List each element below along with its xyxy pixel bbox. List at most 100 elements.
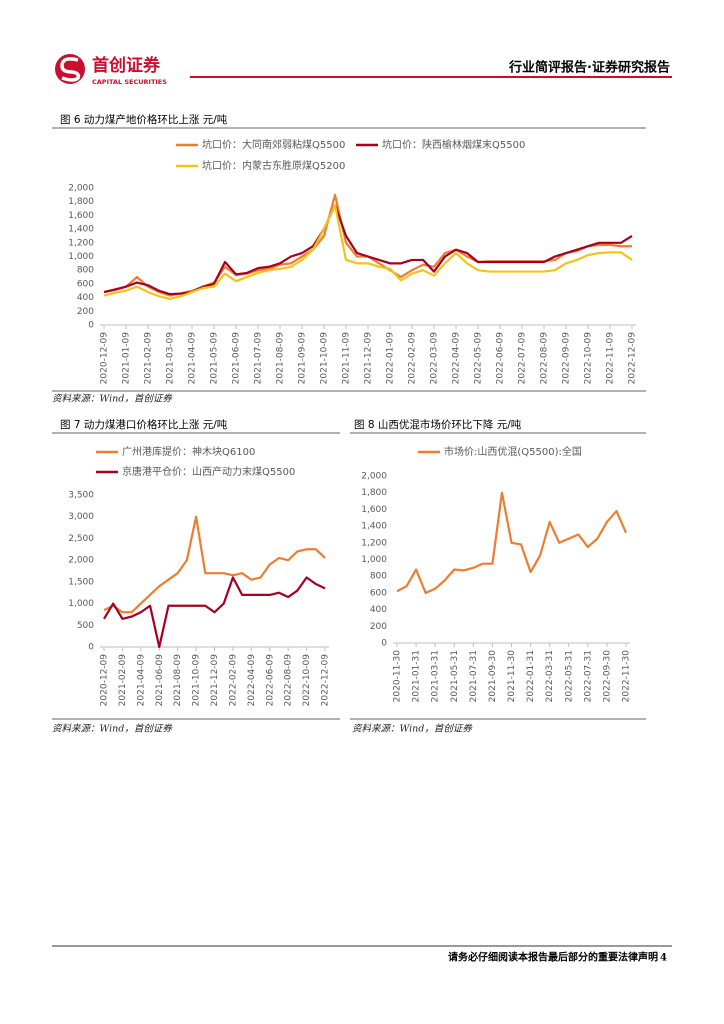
y-tick-label: 1,800 [361, 488, 387, 498]
legend-label: 京唐港平仓价：山西产动力末煤Q5500 [122, 465, 295, 478]
x-tick-label: 2021-07-31 [469, 650, 479, 702]
y-tick-label: 1,200 [68, 238, 94, 248]
x-tick-label: 2022-09-09 [562, 332, 572, 385]
x-tick-label: 2022-08-09 [540, 332, 550, 385]
legend-label: 坑口价：陕西榆林烟煤末Q5500 [382, 138, 525, 151]
series-line [103, 515, 326, 614]
figure-source: 资料来源：Wind，首创证券 [352, 723, 473, 735]
series-line [103, 576, 326, 649]
x-tick-label: 2021-03-09 [166, 332, 176, 385]
x-tick-label: 2022-01-09 [386, 332, 396, 385]
x-tick-label: 2022-03-09 [430, 332, 440, 385]
x-tick-label: 2022-04-09 [452, 332, 462, 385]
x-tick-label: 2021-09-30 [488, 650, 498, 703]
x-tick-label: 2021-11-30 [507, 650, 517, 703]
y-tick-label: 2,500 [68, 534, 94, 544]
y-tick-label: 2,000 [361, 472, 387, 482]
x-tick-label: 2021-07-09 [254, 332, 264, 385]
x-tick-label: 2021-12-09 [364, 332, 374, 385]
x-tick-label: 2021-10-09 [320, 332, 330, 385]
legend-label: 市场价:山西优混(Q5500):全国 [444, 445, 582, 458]
y-tick-label: 400 [370, 605, 387, 615]
x-tick-label: 2022-12-09 [628, 332, 638, 385]
x-tick-label: 2021-11-09 [342, 332, 352, 385]
figure-title: 图 7 动力煤港口价格环比上涨 元/吨 [60, 418, 228, 431]
y-tick-label: 200 [370, 622, 387, 632]
y-tick-label: 1,500 [68, 577, 94, 587]
y-tick-label: 400 [77, 293, 94, 303]
x-tick-label: 2022-05-09 [474, 332, 484, 385]
y-tick-label: 0 [88, 643, 94, 653]
y-tick-label: 800 [77, 266, 94, 276]
x-tick-label: 2022-09-30 [602, 650, 612, 703]
y-tick-label: 1,400 [361, 522, 387, 532]
y-tick-label: 1,200 [361, 538, 387, 548]
y-tick-label: 200 [77, 307, 94, 317]
x-tick-label: 2022-06-09 [265, 654, 275, 707]
x-tick-label: 2021-06-09 [155, 654, 165, 707]
y-tick-label: 0 [88, 321, 94, 331]
y-tick-label: 1,000 [68, 252, 94, 262]
x-tick-label: 2020-12-09 [100, 654, 110, 707]
x-tick-label: 2022-11-30 [622, 650, 632, 703]
y-tick-label: 2,000 [68, 184, 94, 194]
x-tick-label: 2020-12-09 [100, 332, 110, 385]
x-tick-label: 2021-10-09 [192, 654, 202, 707]
y-tick-label: 1,600 [68, 211, 94, 221]
x-tick-label: 2022-10-09 [302, 654, 312, 707]
y-tick-label: 600 [77, 279, 94, 289]
x-tick-label: 2021-01-31 [412, 650, 422, 702]
legend-label: 坑口价：大同南郊弱粘煤Q5500 [202, 138, 345, 151]
y-tick-label: 3,000 [68, 512, 94, 522]
brand-en: CAPITAL SECURITIES [92, 78, 167, 86]
series-line [103, 204, 633, 301]
report-type: 行业简评报告·证券研究报告 [508, 60, 670, 76]
x-tick-label: 2022-12-09 [321, 654, 331, 707]
page-number: 4 [660, 953, 667, 964]
x-tick-label: 2022-04-09 [247, 654, 257, 707]
x-tick-label: 2022-06-09 [496, 332, 506, 385]
x-tick-label: 2021-04-09 [188, 332, 198, 385]
x-tick-label: 2022-08-09 [284, 654, 294, 707]
logo [55, 54, 85, 84]
y-tick-label: 2,000 [68, 556, 94, 566]
legend-label: 坑口价：内蒙古东胜原煤Q5200 [202, 159, 345, 172]
x-tick-label: 2022-03-31 [545, 650, 555, 702]
y-tick-label: 600 [370, 588, 387, 598]
y-tick-label: 1,000 [68, 599, 94, 609]
x-tick-label: 2022-05-31 [564, 650, 574, 702]
y-tick-label: 1,000 [361, 555, 387, 565]
x-tick-label: 2021-09-09 [298, 332, 308, 385]
series-line [103, 204, 633, 296]
footer-text: 请务必仔细阅读本报告最后部分的重要法律声明 [448, 951, 658, 964]
x-tick-label: 2021-01-09 [122, 332, 132, 385]
x-tick-label: 2021-03-31 [431, 650, 441, 702]
figure-title: 图 8 山西优混市场价环比下降 元/吨 [354, 418, 522, 431]
x-tick-label: 2022-11-09 [606, 332, 616, 385]
x-tick-label: 2021-12-09 [210, 654, 220, 707]
x-tick-label: 2021-04-09 [136, 654, 146, 707]
brand: 首创证券 [92, 55, 161, 76]
series-line [396, 491, 628, 594]
x-tick-label: 2022-10-09 [584, 332, 594, 385]
x-tick-label: 2022-02-09 [408, 332, 418, 385]
y-tick-label: 1,800 [68, 197, 94, 207]
x-tick-label: 2021-08-09 [276, 332, 286, 385]
figure-source: 资料来源：Wind，首创证券 [52, 723, 173, 735]
y-tick-label: 500 [77, 621, 94, 631]
x-tick-label: 2021-02-09 [118, 654, 128, 707]
y-tick-label: 1,400 [68, 225, 94, 235]
x-tick-label: 2022-02-09 [228, 654, 238, 707]
series-line [103, 193, 632, 297]
x-tick-label: 2022-07-09 [518, 332, 528, 385]
x-tick-label: 2020-11-30 [393, 650, 403, 703]
legend-label: 广州港库提价：神木块Q6100 [122, 445, 255, 458]
figure-source: 资料来源：Wind，首创证券 [52, 393, 173, 405]
y-tick-label: 1,600 [361, 505, 387, 515]
x-tick-label: 2021-05-09 [210, 332, 220, 385]
x-tick-label: 2022-01-31 [526, 650, 536, 702]
y-tick-label: 800 [370, 572, 387, 582]
x-tick-label: 2021-08-09 [173, 654, 183, 707]
figure-title: 图 6 动力煤产地价格环比上涨 元/吨 [60, 113, 228, 126]
